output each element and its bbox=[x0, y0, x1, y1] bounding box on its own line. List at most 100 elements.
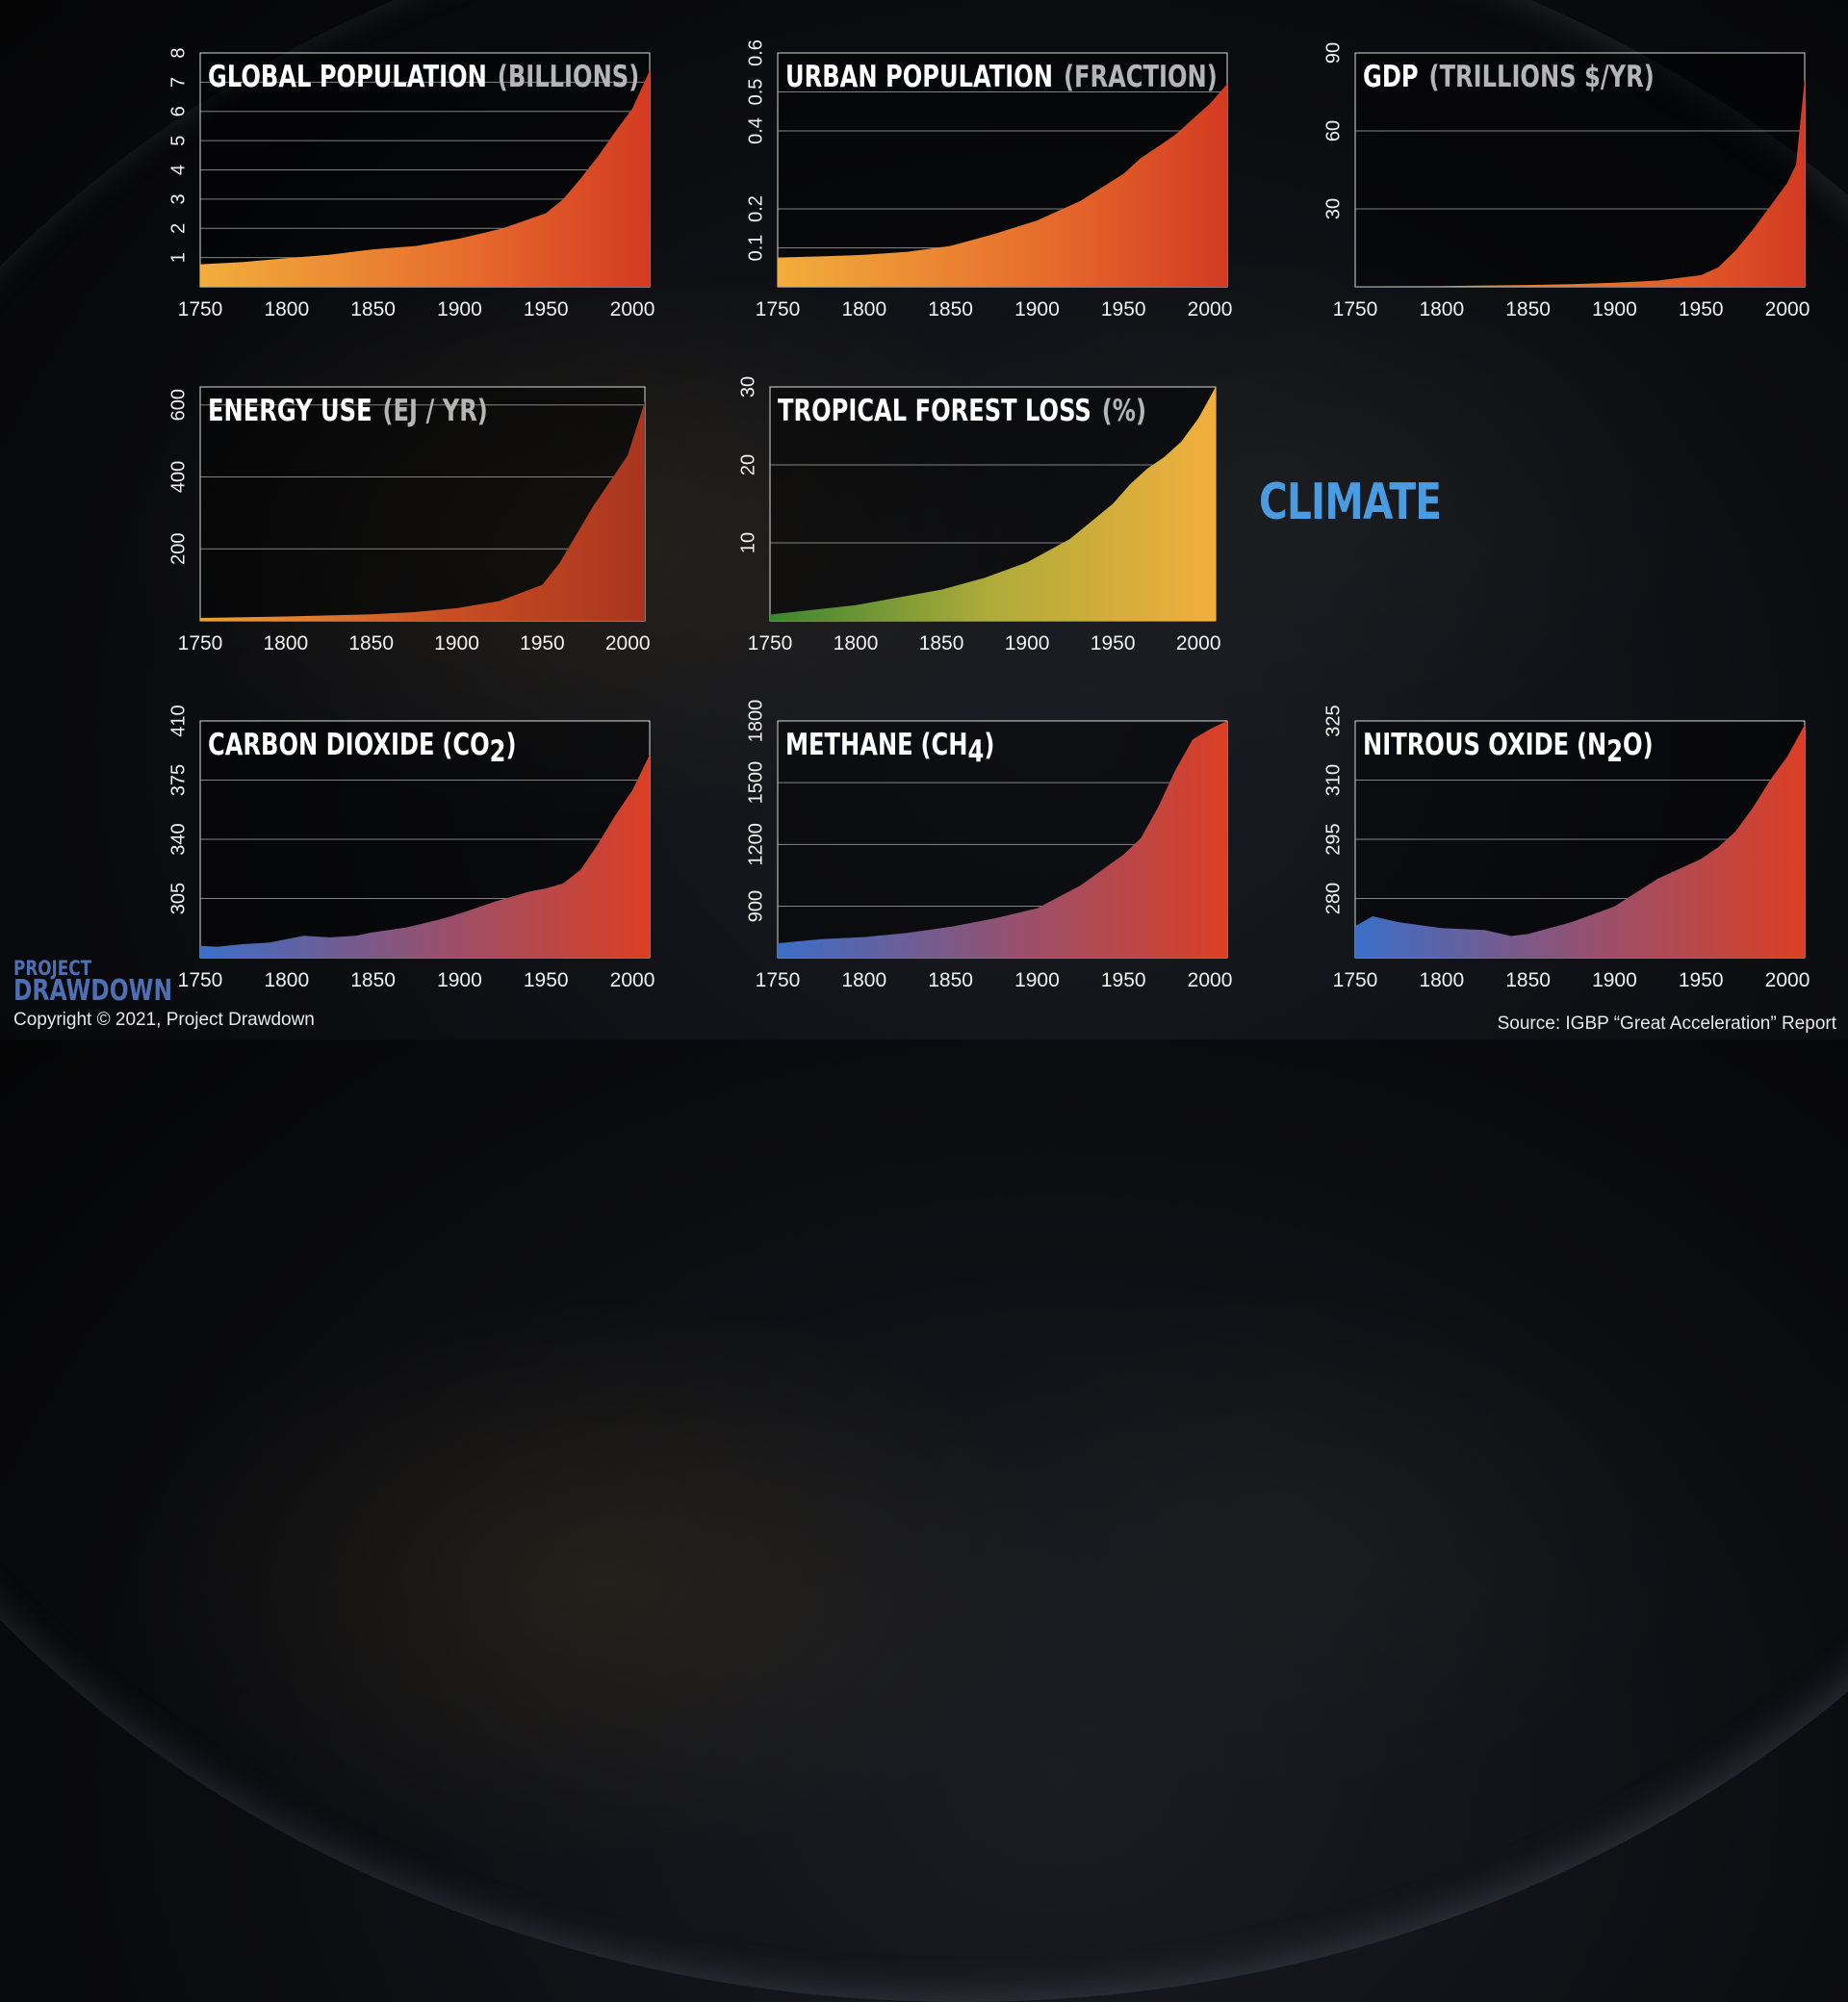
x-tick-label: 1850 bbox=[350, 969, 396, 991]
x-tick-label: 1900 bbox=[1592, 298, 1637, 321]
y-tick-label: 2 bbox=[167, 223, 189, 234]
y-tick-label: 1 bbox=[167, 252, 189, 263]
y-tick-label: 60 bbox=[1322, 120, 1344, 141]
x-tick-label: 1850 bbox=[919, 632, 964, 654]
x-tick-label: 1800 bbox=[834, 632, 879, 654]
chart-urban-population: 0.1 0.2 0.4 0.5 0.6 1750 1800 1850 1900 1950 2000 U… bbox=[745, 39, 1232, 321]
x-tick-label: 1950 bbox=[1679, 298, 1724, 321]
x-tick-label: 1800 bbox=[841, 298, 886, 321]
y-tick-label: 305 bbox=[167, 883, 189, 914]
x-tick-label: 2000 bbox=[605, 632, 651, 654]
y-tick-label: 1800 bbox=[745, 700, 766, 743]
x-tick-label: 1750 bbox=[178, 632, 223, 654]
chart-title: GDP(TRILLIONS $/YR) bbox=[1363, 59, 1655, 94]
y-tick-label: 900 bbox=[745, 890, 766, 922]
y-tick-label: 0.1 bbox=[745, 235, 766, 262]
x-tick-label: 1850 bbox=[350, 298, 396, 321]
x-tick-label: 1950 bbox=[1101, 298, 1146, 321]
y-tick-label: 5 bbox=[167, 136, 189, 146]
x-tick-label: 1900 bbox=[1592, 969, 1637, 991]
chart-energy-use: 200 400 600 1750 1800 1850 1900 1950 2000 ENERGY … bbox=[167, 387, 650, 654]
x-tick-label: 2000 bbox=[610, 298, 655, 321]
great-acceleration-charts: 1 2 3 4 5 6 7 8 1750 1800 1850 1900 1950 2000 GLOBAL P… bbox=[0, 0, 1848, 1040]
y-tick-label: 400 bbox=[167, 461, 189, 493]
y-tick-label: 3 bbox=[167, 193, 189, 204]
y-tick-label: 30 bbox=[1322, 198, 1344, 219]
x-tick-label: 1900 bbox=[437, 969, 482, 991]
y-tick-label: 8 bbox=[167, 47, 189, 58]
x-tick-label: 1950 bbox=[1091, 632, 1136, 654]
chart-tropical-forest-loss: 10 20 30 1750 1800 1850 1900 1950 2000 TROPICAL F… bbox=[737, 376, 1220, 654]
x-tick-label: 1800 bbox=[264, 969, 309, 991]
x-tick-label: 1900 bbox=[1014, 298, 1060, 321]
x-tick-label: 1950 bbox=[524, 298, 569, 321]
x-tick-label: 1850 bbox=[928, 969, 973, 991]
x-tick-label: 2000 bbox=[610, 969, 655, 991]
y-tick-label: 7 bbox=[167, 77, 189, 88]
y-tick-label: 6 bbox=[167, 106, 189, 116]
x-tick-label: 1900 bbox=[437, 298, 482, 321]
y-tick-label: 0.5 bbox=[745, 79, 766, 106]
chart-title: GLOBAL POPULATION(BILLIONS) bbox=[208, 59, 639, 94]
x-tick-label: 1850 bbox=[928, 298, 973, 321]
x-tick-label: 1950 bbox=[1679, 969, 1724, 991]
y-tick-label: 0.2 bbox=[745, 195, 766, 222]
x-tick-label: 1900 bbox=[1014, 969, 1060, 991]
x-tick-label: 1750 bbox=[748, 632, 793, 654]
y-tick-label: 1200 bbox=[745, 823, 766, 866]
y-tick-label: 20 bbox=[737, 454, 758, 475]
x-tick-label: 1950 bbox=[1101, 969, 1146, 991]
y-tick-label: 410 bbox=[167, 705, 189, 736]
chart-global-population: 1 2 3 4 5 6 7 8 1750 1800 1850 1900 1950 2000 GLOBAL P… bbox=[167, 47, 654, 321]
y-tick-label: 0.4 bbox=[745, 117, 766, 144]
x-tick-label: 1850 bbox=[1505, 298, 1551, 321]
y-tick-label: 295 bbox=[1322, 823, 1344, 855]
x-tick-label: 1750 bbox=[1333, 969, 1378, 991]
x-tick-label: 1750 bbox=[756, 969, 801, 991]
x-tick-label: 2000 bbox=[1765, 298, 1810, 321]
x-tick-label: 2000 bbox=[1765, 969, 1810, 991]
chart-gdp: 30 60 90 1750 1800 1850 1900 1950 2000 GDP(TRILLI… bbox=[1322, 42, 1810, 321]
project-drawdown-logo: PROJECT DRAWDOWN bbox=[13, 959, 218, 1006]
chart-title: URBAN POPULATION(FRACTION) bbox=[785, 59, 1218, 94]
x-tick-label: 1800 bbox=[1419, 298, 1464, 321]
y-tick-label: 600 bbox=[167, 389, 189, 421]
copyright-text: Copyright © 2021, Project Drawdown bbox=[13, 1010, 315, 1031]
x-tick-label: 1750 bbox=[1333, 298, 1378, 321]
y-tick-label: 1500 bbox=[745, 761, 766, 805]
x-tick-label: 2000 bbox=[1188, 969, 1233, 991]
x-tick-label: 1850 bbox=[348, 632, 394, 654]
y-tick-label: 310 bbox=[1322, 764, 1344, 796]
climate-label: CLIMATE bbox=[1259, 474, 1441, 531]
x-tick-label: 1800 bbox=[1419, 969, 1464, 991]
x-tick-label: 1750 bbox=[756, 298, 801, 321]
y-tick-label: 90 bbox=[1322, 42, 1344, 64]
y-tick-label: 0.6 bbox=[745, 39, 766, 66]
x-tick-label: 1750 bbox=[178, 298, 223, 321]
x-tick-label: 2000 bbox=[1188, 298, 1233, 321]
y-tick-label: 280 bbox=[1322, 883, 1344, 914]
source-citation: Source: IGBP “Great Acceleration” Report bbox=[1498, 1014, 1836, 1035]
x-tick-label: 1900 bbox=[434, 632, 479, 654]
x-tick-label: 1800 bbox=[263, 632, 308, 654]
y-tick-label: 340 bbox=[167, 823, 189, 855]
y-tick-label: 200 bbox=[167, 533, 189, 565]
y-tick-label: 10 bbox=[737, 532, 758, 553]
x-tick-label: 1800 bbox=[264, 298, 309, 321]
x-tick-label: 1950 bbox=[520, 632, 565, 654]
logo-line-drawdown: DRAWDOWN bbox=[13, 977, 172, 1006]
y-tick-label: 4 bbox=[167, 165, 189, 175]
chart-title: ENERGY USE(EJ / YR) bbox=[208, 393, 488, 428]
y-tick-label: 30 bbox=[737, 376, 758, 398]
x-tick-label: 1950 bbox=[524, 969, 569, 991]
x-tick-label: 1850 bbox=[1505, 969, 1551, 991]
y-tick-label: 325 bbox=[1322, 705, 1344, 736]
y-tick-label: 375 bbox=[167, 764, 189, 796]
x-tick-label: 1800 bbox=[841, 969, 886, 991]
x-tick-label: 2000 bbox=[1176, 632, 1221, 654]
x-tick-label: 1900 bbox=[1005, 632, 1050, 654]
chart-title: TROPICAL FOREST LOSS(%) bbox=[778, 393, 1146, 428]
